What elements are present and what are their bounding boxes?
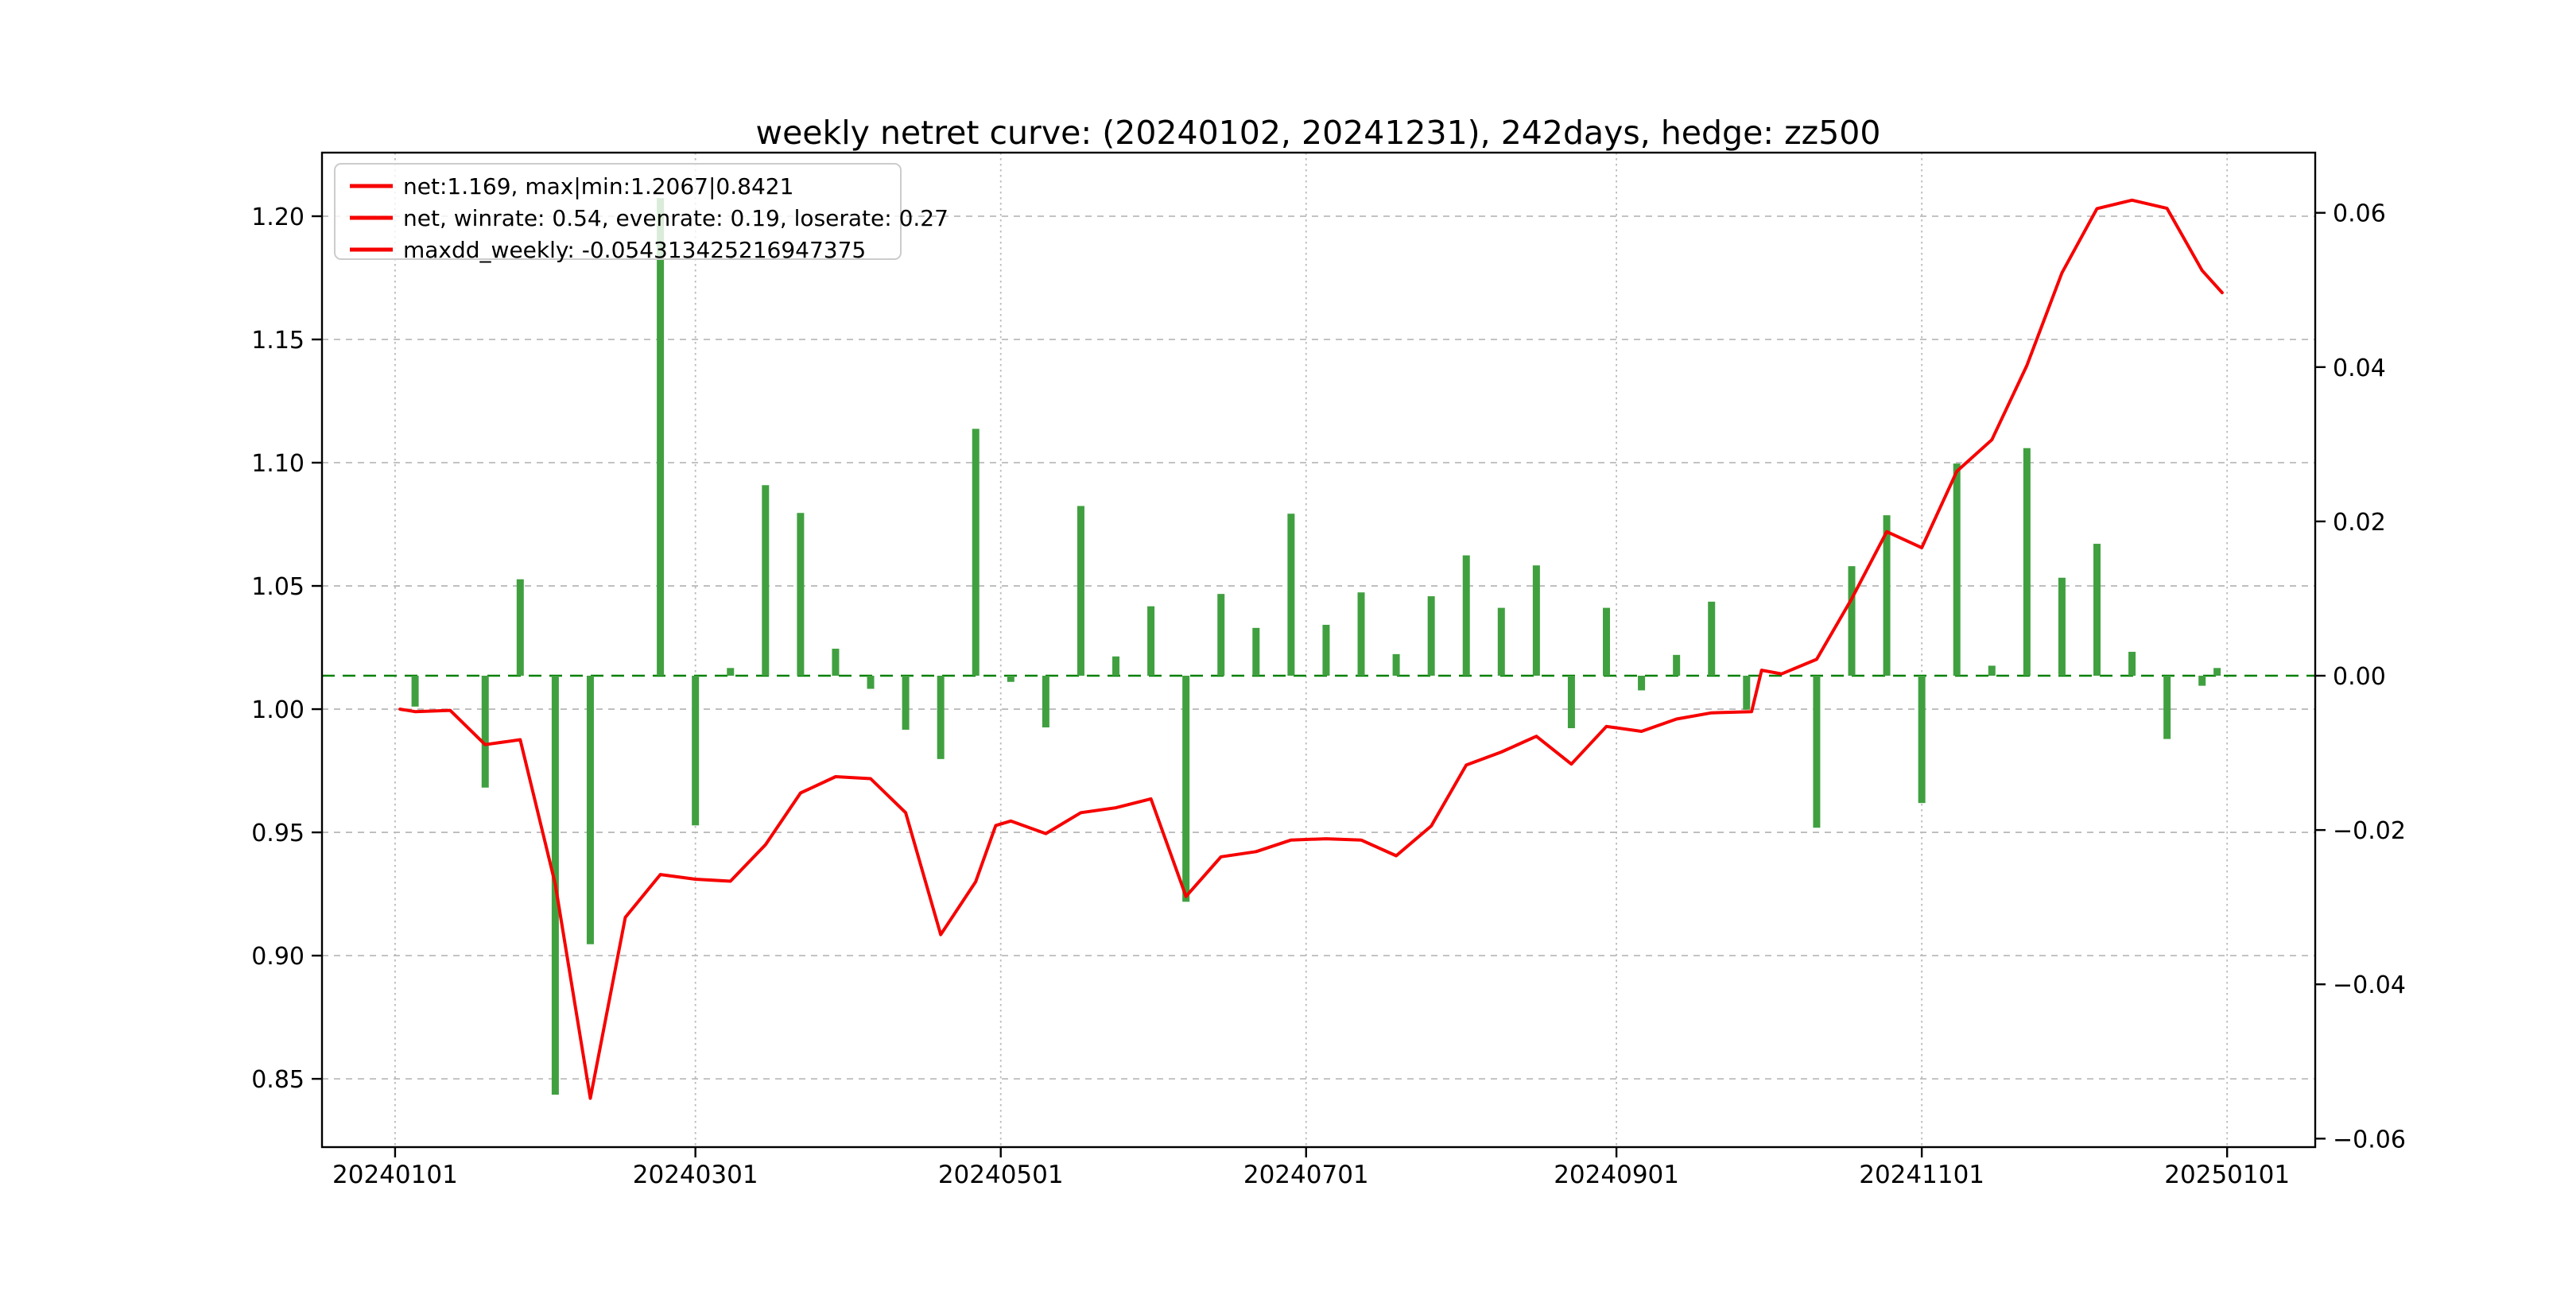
right-axis-tick-label: −0.04 <box>2333 971 2406 999</box>
weekly-return-bar <box>1147 606 1155 677</box>
weekly-return-bar <box>2198 676 2206 686</box>
weekly-return-bar <box>797 513 805 677</box>
right-axis-tick-label: 0.04 <box>2333 355 2386 382</box>
weekly-return-bar <box>1532 565 1540 677</box>
weekly-return-bar <box>1497 607 1505 677</box>
left-axis-tick-label: 1.05 <box>251 573 305 601</box>
weekly-return-bar <box>2058 577 2066 677</box>
weekly-return-bar <box>1112 656 1120 677</box>
weekly-return-bar <box>586 676 594 944</box>
weekly-return-bar <box>1813 676 1821 828</box>
weekly-return-bar <box>832 649 840 677</box>
x-axis-tick-label: 20240101 <box>332 1161 458 1189</box>
weekly-return-bar <box>657 198 665 677</box>
weekly-return-bar <box>867 676 875 689</box>
net-curve-group <box>398 198 2224 1100</box>
weekly-return-bar <box>2163 676 2171 739</box>
weekly-return-bar <box>937 676 945 759</box>
weekly-return-bar <box>1743 676 1751 710</box>
weekly-return-bar <box>1883 515 1891 677</box>
left-axis-tick-label: 0.95 <box>251 820 305 847</box>
right-axis-tick-label: 0.06 <box>2333 200 2386 228</box>
weekly-return-bar <box>1357 592 1365 677</box>
legend-box <box>334 163 902 260</box>
x-axis-tick-label: 20240301 <box>633 1161 758 1189</box>
weekly-return-bar <box>692 676 700 826</box>
weekly-return-bar <box>1392 653 1400 677</box>
weekly-return-bar <box>1603 607 1611 677</box>
weekly-return-bar <box>1042 676 1049 728</box>
left-axis-tick-label: 1.10 <box>251 450 305 478</box>
weekly-return-bar <box>1988 665 1996 677</box>
weekly-return-bar <box>481 676 489 788</box>
weekly-return-bar <box>1182 676 1190 902</box>
left-axis-tick-label: 1.15 <box>251 327 305 355</box>
weekly-return-bar <box>1077 506 1084 677</box>
net-curve-line <box>398 198 2224 1100</box>
left-axis-tick-label: 1.20 <box>251 204 305 231</box>
weekly-return-bar <box>516 579 524 677</box>
weekly-return-bar <box>1427 596 1435 677</box>
legend-label-maxdd: maxdd_weekly: -0.054313425216947375 <box>403 237 866 263</box>
plot-border <box>320 151 2317 1149</box>
weekly-return-bar <box>1918 676 1926 804</box>
right-axis-tick-label: −0.06 <box>2333 1126 2406 1153</box>
weekly-return-bar <box>1287 514 1295 677</box>
weekly-return-bar <box>1252 627 1260 677</box>
weekly-return-bar <box>411 676 419 707</box>
weekly-return-bar <box>1673 654 1681 677</box>
left-axis-tick-label: 0.85 <box>251 1066 305 1094</box>
x-axis-tick-label: 20240701 <box>1243 1161 1369 1189</box>
weekly-return-bar <box>1007 676 1014 682</box>
weekly-return-bar <box>1953 463 1961 677</box>
chart-title: weekly netret curve: (20240102, 20241231… <box>756 114 1881 152</box>
x-axis-tick-label: 20240501 <box>938 1161 1064 1189</box>
weekly-return-bar <box>1638 676 1646 691</box>
weekly-return-bar <box>727 668 735 677</box>
weekly-return-bar <box>2093 544 2101 677</box>
weekly-return-bars-group <box>411 198 2221 1095</box>
right-axis-tick-label: −0.02 <box>2333 817 2406 845</box>
weekly-return-bar <box>1567 676 1575 729</box>
x-axis-tick-label: 20241101 <box>1859 1161 1984 1189</box>
legend-label-net: net:1.169, max|min:1.2067|0.8421 <box>403 173 793 200</box>
right-axis-tick-label: 0.02 <box>2333 509 2386 537</box>
weekly-return-bar <box>2213 668 2221 677</box>
legend-label-winrate: net, winrate: 0.54, evenrate: 0.19, lose… <box>403 205 949 231</box>
x-axis-tick-label: 20240901 <box>1554 1161 1679 1189</box>
x-axis-tick-label: 20250101 <box>2164 1161 2290 1189</box>
weekly-return-bar <box>1322 624 1330 677</box>
weekly-return-bar <box>902 676 910 730</box>
weekly-return-bar <box>1462 555 1470 677</box>
weekly-return-bar <box>2128 651 2136 677</box>
weekly-return-bar <box>972 428 980 677</box>
left-axis-tick-label: 0.90 <box>251 943 305 971</box>
weekly-return-bar <box>762 485 770 677</box>
left-axis-tick-label: 1.00 <box>251 696 305 724</box>
right-axis-tick-label: 0.00 <box>2333 663 2386 691</box>
legend: net:1.169, max|min:1.2067|0.8421 net, wi… <box>334 163 949 263</box>
weekly-return-bar <box>1708 601 1716 677</box>
axes-group: 1.20 1.15 1.10 1.05 1.00 0.95 0.90 0.85 0.06 0.04… <box>251 151 2406 1189</box>
gridlines-group <box>322 153 2315 1147</box>
weekly-return-bar <box>2023 448 2031 677</box>
weekly-return-bar <box>1848 566 1856 677</box>
weekly-return-bar <box>1217 594 1225 677</box>
